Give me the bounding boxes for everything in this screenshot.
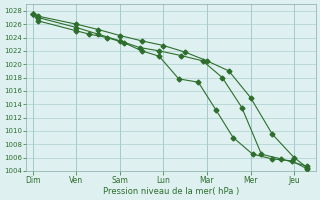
X-axis label: Pression niveau de la mer( hPa ): Pression niveau de la mer( hPa )	[103, 187, 239, 196]
